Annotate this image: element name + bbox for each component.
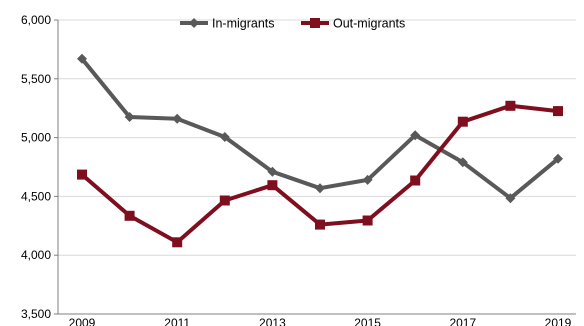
out-migrants-point xyxy=(219,195,230,206)
in-migrants-point xyxy=(362,174,373,185)
out-migrants-point xyxy=(457,116,468,127)
in-migrants-point xyxy=(457,157,468,168)
legend-in-migrants-marker xyxy=(189,18,199,28)
x-tick-label: 2009 xyxy=(69,316,96,326)
in-migrants-point xyxy=(315,183,325,194)
in-migrants-point xyxy=(505,193,516,204)
in-migrants-point xyxy=(267,166,278,177)
y-tick-label: 3,500 xyxy=(21,307,51,321)
y-tick-label: 5,500 xyxy=(21,72,51,86)
out-migrants-point xyxy=(77,169,87,180)
y-tick-label: 5,000 xyxy=(21,131,51,145)
x-tick-label: 2011 xyxy=(164,316,190,326)
out-migrants-point xyxy=(315,219,325,230)
in-migrants-point xyxy=(553,153,563,164)
in-migrants-point xyxy=(219,132,230,142)
out-migrants-point xyxy=(410,175,421,186)
y-tick-label: 4,000 xyxy=(21,248,51,262)
x-tick-label: 2015 xyxy=(354,316,381,326)
y-tick-label: 6,000 xyxy=(21,13,51,27)
in-migrants-point xyxy=(77,53,87,64)
out-migrants-point xyxy=(553,106,563,117)
in-migrants-line xyxy=(80,57,560,201)
in-migrants-point xyxy=(124,112,135,122)
y-tick-label: 4,500 xyxy=(21,189,51,203)
x-tick-label: 2017 xyxy=(449,316,476,326)
tick-labels: 3,500 4,000 4,500 5,000 5,500 6,000 2009 2011 20… xyxy=(21,13,572,326)
x-tick-label: 2019 xyxy=(545,316,572,326)
series-lines xyxy=(77,53,563,248)
legend: In-migrants Out-migrants xyxy=(180,17,405,31)
out-migrants-point xyxy=(362,215,373,226)
out-migrants-point xyxy=(172,237,183,248)
x-tick-label: 2013 xyxy=(259,316,286,326)
out-migrants-point xyxy=(124,210,135,221)
in-migrants-point xyxy=(410,130,421,141)
in-migrants-point xyxy=(172,113,183,124)
out-migrants-point xyxy=(505,100,516,111)
legend-out-migrants-marker xyxy=(310,18,320,28)
axes xyxy=(54,19,576,315)
out-migrants-point xyxy=(267,180,278,191)
legend-in-migrants-label: In-migrants xyxy=(212,17,275,31)
legend-out-migrants-label: Out-migrants xyxy=(333,17,405,31)
